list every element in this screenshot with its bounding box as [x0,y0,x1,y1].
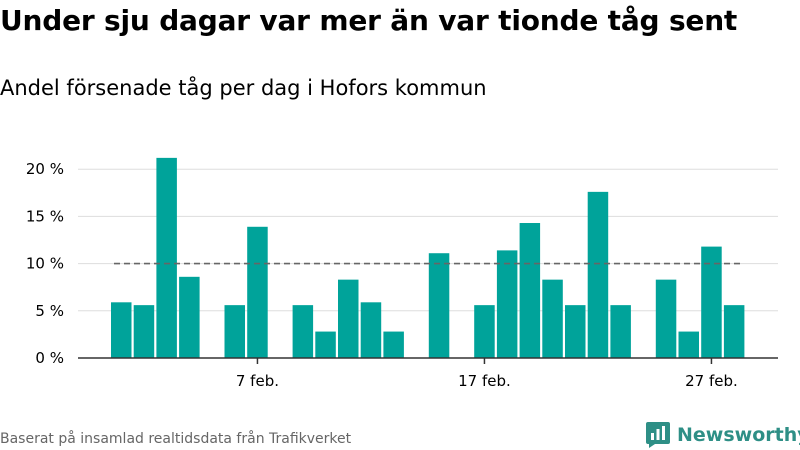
tick-labels: 0 % 5 % 10 % 15 % 20 % 7 feb. 17 feb. 27 feb. [26,160,738,390]
chart-subtitle: Andel försenade tåg per dag i Hofors kom… [0,76,487,100]
bar[interactable] [701,246,722,358]
chart-title: Under sju dagar var mer än var tionde tå… [0,4,738,37]
bar[interactable] [610,305,631,358]
bar[interactable] [496,250,518,358]
bar[interactable] [224,305,246,358]
newsworthy-logo-icon [646,422,670,448]
x-tick-label: 27 feb. [685,372,738,390]
bar[interactable] [474,305,495,358]
bar[interactable] [678,331,700,358]
bar[interactable] [519,223,541,358]
y-tick-label: 5 % [35,302,64,320]
bar[interactable] [655,279,677,358]
bar[interactable] [587,191,609,358]
bar[interactable] [133,305,155,358]
bar-chart: 0 % 5 % 10 % 15 % 20 % 7 feb. 17 feb. 27 feb. [26,157,778,390]
bar[interactable] [338,279,359,358]
bar[interactable] [360,302,382,358]
bar[interactable] [723,305,745,358]
x-tick-label: 7 feb. [236,372,279,390]
y-tick-label: 15 % [26,207,64,225]
bars [111,157,745,358]
x-tick-label: 17 feb. [458,372,511,390]
newsworthy-logo[interactable]: Newsworthy [645,421,800,449]
logo-text: Newsworthy [677,424,800,446]
bar[interactable] [179,276,200,358]
axes [78,357,778,364]
bar[interactable] [542,279,563,358]
bar[interactable] [428,253,450,358]
y-tick-label: 10 % [26,255,64,273]
bar[interactable] [315,331,336,358]
y-tick-label: 0 % [35,349,64,367]
bar[interactable] [565,305,586,358]
bar[interactable] [111,302,132,358]
bar[interactable] [292,305,314,358]
bar[interactable] [383,331,404,358]
bar[interactable] [156,157,177,358]
source-note: Baserat på insamlad realtidsdata från Tr… [0,431,352,447]
bar[interactable] [247,226,268,358]
y-tick-label: 20 % [26,160,64,178]
